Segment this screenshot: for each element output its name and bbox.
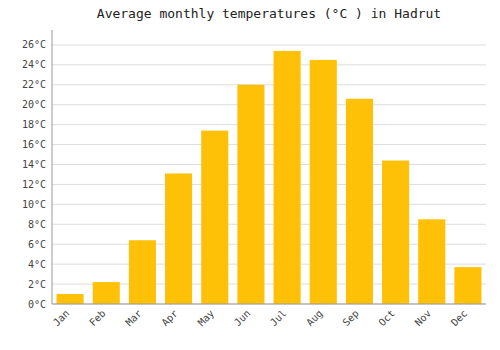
title: Average monthly temperatures (°C ) in Ha… <box>97 6 441 21</box>
x-tick-label: Feb <box>87 308 108 329</box>
y-tick-label: 14°C <box>22 159 46 170</box>
grid-line <box>52 204 486 205</box>
grid-line <box>52 184 486 185</box>
y-tick-label: 10°C <box>22 199 46 210</box>
grid-line <box>52 304 486 305</box>
grid-line <box>52 104 486 105</box>
y-tick-label: 26°C <box>22 39 46 50</box>
bars <box>57 51 482 304</box>
x-tick-label: Aug <box>304 308 325 329</box>
x-tick-label: Jun <box>232 308 253 329</box>
grid-line <box>52 84 486 85</box>
bar <box>201 131 228 304</box>
grid-line <box>52 164 486 165</box>
bar <box>237 85 264 304</box>
bar <box>382 161 409 304</box>
y-tick-label: 16°C <box>22 139 46 150</box>
y-tick-label: 18°C <box>22 119 46 130</box>
y-axis-line <box>52 30 53 304</box>
chart: Average monthly temperatures (°C ) in Ha… <box>0 0 500 350</box>
grid-line <box>52 44 486 45</box>
y-tick-label: 4°C <box>28 259 46 270</box>
x-tick-label: May <box>196 308 217 329</box>
bar <box>418 219 445 304</box>
y-tick-label: 12°C <box>22 179 46 190</box>
y-tick-label: 2°C <box>28 279 46 290</box>
x-tick-label: Apr <box>159 308 180 329</box>
x-tick-label: Oct <box>376 308 397 329</box>
x-tick-label: Nov <box>413 308 434 329</box>
y-tick-label: 6°C <box>28 239 46 250</box>
bar <box>310 60 337 304</box>
x-tick-label: Mar <box>123 308 144 329</box>
grid-line <box>52 64 486 65</box>
x-tick-label: Jan <box>51 308 72 329</box>
grid <box>52 45 486 304</box>
grid-line <box>52 144 486 145</box>
y-tick-label: 8°C <box>28 219 46 230</box>
y-tick-label: 24°C <box>22 59 46 70</box>
x-axis-line <box>52 304 486 305</box>
bar <box>129 240 156 304</box>
bar <box>454 267 481 304</box>
bar <box>346 99 373 304</box>
x-tick-label: Jul <box>268 308 289 329</box>
x-tick-label: Dec <box>449 308 470 329</box>
bar <box>57 294 84 304</box>
bar <box>165 173 192 304</box>
y-tick-label: 0°C <box>28 299 46 310</box>
y-tick-label: 22°C <box>22 79 46 90</box>
bar <box>93 282 120 304</box>
y-tick-label: 20°C <box>22 99 46 110</box>
grid-line <box>52 124 486 125</box>
x-tick-label: Sep <box>340 308 361 329</box>
bar <box>274 51 301 304</box>
